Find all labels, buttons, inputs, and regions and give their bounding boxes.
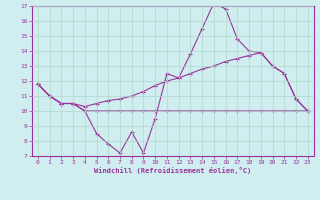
X-axis label: Windchill (Refroidissement éolien,°C): Windchill (Refroidissement éolien,°C) xyxy=(94,167,252,174)
